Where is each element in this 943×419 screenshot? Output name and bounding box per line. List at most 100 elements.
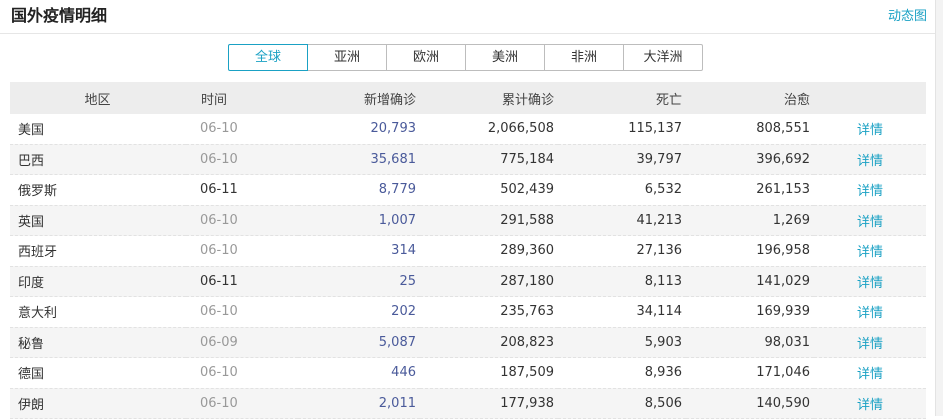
panel-header: 国外疫情明细 动态图 [0, 0, 935, 34]
cell-region: 意大利 [10, 296, 186, 328]
cell-new-cases: 314 [298, 235, 420, 267]
cell-region: 伊朗 [10, 388, 186, 419]
detail-link[interactable]: 详情 [814, 235, 926, 267]
detail-link[interactable]: 详情 [814, 114, 926, 145]
cell-total-cases: 291,588 [420, 205, 558, 236]
cell-cured: 141,029 [686, 266, 814, 297]
table-row: 巴西 06-10 35,681 775,184 39,797 396,692 详情 [10, 144, 926, 175]
detail-link[interactable]: 详情 [814, 205, 926, 236]
page-title: 国外疫情明细 [11, 6, 108, 25]
scrollbar[interactable] [935, 0, 943, 416]
cell-total-cases: 287,180 [420, 266, 558, 297]
detail-link[interactable]: 详情 [814, 174, 926, 206]
cell-cured: 1,269 [686, 205, 814, 236]
detail-link[interactable]: 详情 [814, 296, 926, 328]
cell-total-cases: 2,066,508 [420, 114, 558, 145]
detail-link[interactable]: 详情 [814, 357, 926, 389]
cell-region: 秘鲁 [10, 327, 186, 358]
tab-asia[interactable]: 亚洲 [307, 44, 387, 71]
cell-deaths: 27,136 [558, 235, 686, 267]
cell-new-cases: 25 [298, 266, 420, 297]
cell-region: 西班牙 [10, 235, 186, 267]
table-row: 美国 06-10 20,793 2,066,508 115,137 808,551 详情 [10, 114, 926, 145]
cell-deaths: 34,114 [558, 296, 686, 328]
column-header-total: 累计确诊 [420, 82, 558, 114]
cell-region: 俄罗斯 [10, 174, 186, 206]
cell-time: 06-10 [186, 388, 298, 419]
cell-total-cases: 289,360 [420, 235, 558, 267]
cell-deaths: 41,213 [558, 205, 686, 236]
cell-new-cases: 20,793 [298, 114, 420, 145]
tab-americas[interactable]: 美洲 [465, 44, 545, 71]
cell-deaths: 39,797 [558, 144, 686, 175]
cell-total-cases: 208,823 [420, 327, 558, 358]
cell-cured: 140,590 [686, 388, 814, 419]
cell-cured: 169,939 [686, 296, 814, 328]
cell-cured: 261,153 [686, 174, 814, 206]
cell-time: 06-11 [186, 266, 298, 297]
column-header-time: 时间 [186, 82, 298, 114]
cell-time: 06-10 [186, 144, 298, 175]
cell-region: 美国 [10, 114, 186, 145]
cell-new-cases: 446 [298, 357, 420, 389]
cell-time: 06-10 [186, 235, 298, 267]
cell-new-cases: 5,087 [298, 327, 420, 358]
epidemic-table: 地区 时间 新增确诊 累计确诊 死亡 治愈 美国 06-10 20,793 2,066… [10, 82, 926, 419]
column-header-detail [814, 82, 926, 114]
cell-new-cases: 8,779 [298, 174, 420, 206]
column-header-cured: 治愈 [686, 82, 814, 114]
table-row: 秘鲁 06-09 5,087 208,823 5,903 98,031 详情 [10, 327, 926, 358]
cell-deaths: 8,506 [558, 388, 686, 419]
column-header-region: 地区 [10, 82, 186, 114]
table-row: 伊朗 06-10 2,011 177,938 8,506 140,590 详情 [10, 388, 926, 419]
tab-global[interactable]: 全球 [228, 44, 308, 71]
table-row: 英国 06-10 1,007 291,588 41,213 1,269 详情 [10, 205, 926, 236]
cell-total-cases: 187,509 [420, 357, 558, 389]
cell-region: 印度 [10, 266, 186, 297]
cell-new-cases: 1,007 [298, 205, 420, 236]
tab-europe[interactable]: 欧洲 [386, 44, 466, 71]
cell-deaths: 115,137 [558, 114, 686, 145]
table-row: 德国 06-10 446 187,509 8,936 171,046 详情 [10, 357, 926, 389]
table-row: 意大利 06-10 202 235,763 34,114 169,939 详情 [10, 296, 926, 328]
cell-time: 06-10 [186, 296, 298, 328]
cell-time: 06-10 [186, 205, 298, 236]
cell-time: 06-11 [186, 174, 298, 206]
cell-cured: 98,031 [686, 327, 814, 358]
table-row: 印度 06-11 25 287,180 8,113 141,029 详情 [10, 266, 926, 297]
cell-deaths: 8,936 [558, 357, 686, 389]
detail-link[interactable]: 详情 [814, 266, 926, 297]
cell-deaths: 8,113 [558, 266, 686, 297]
cell-cured: 196,958 [686, 235, 814, 267]
cell-region: 巴西 [10, 144, 186, 175]
table-header-row: 地区 时间 新增确诊 累计确诊 死亡 治愈 [10, 82, 926, 114]
cell-time: 06-10 [186, 357, 298, 389]
dynamic-chart-link[interactable]: 动态图 [887, 9, 927, 24]
cell-time: 06-10 [186, 114, 298, 145]
cell-new-cases: 2,011 [298, 388, 420, 419]
cell-deaths: 5,903 [558, 327, 686, 358]
cell-total-cases: 235,763 [420, 296, 558, 328]
cell-new-cases: 202 [298, 296, 420, 328]
cell-cured: 171,046 [686, 357, 814, 389]
column-header-death: 死亡 [558, 82, 686, 114]
cell-total-cases: 502,439 [420, 174, 558, 206]
cell-time: 06-09 [186, 327, 298, 358]
cell-total-cases: 775,184 [420, 144, 558, 175]
cell-deaths: 6,532 [558, 174, 686, 206]
tab-oceania[interactable]: 大洋洲 [623, 44, 703, 71]
detail-link[interactable]: 详情 [814, 327, 926, 358]
table-row: 俄罗斯 06-11 8,779 502,439 6,532 261,153 详情 [10, 174, 926, 206]
table-row: 西班牙 06-10 314 289,360 27,136 196,958 详情 [10, 235, 926, 267]
cell-region: 德国 [10, 357, 186, 389]
region-tabs: 全球 亚洲 欧洲 美洲 非洲 大洋洲 [228, 44, 703, 71]
cell-region: 英国 [10, 205, 186, 236]
detail-link[interactable]: 详情 [814, 144, 926, 175]
cell-total-cases: 177,938 [420, 388, 558, 419]
cell-cured: 396,692 [686, 144, 814, 175]
tab-africa[interactable]: 非洲 [544, 44, 624, 71]
cell-new-cases: 35,681 [298, 144, 420, 175]
cell-cured: 808,551 [686, 114, 814, 145]
column-header-new: 新增确诊 [298, 82, 420, 114]
detail-link[interactable]: 详情 [814, 388, 926, 419]
